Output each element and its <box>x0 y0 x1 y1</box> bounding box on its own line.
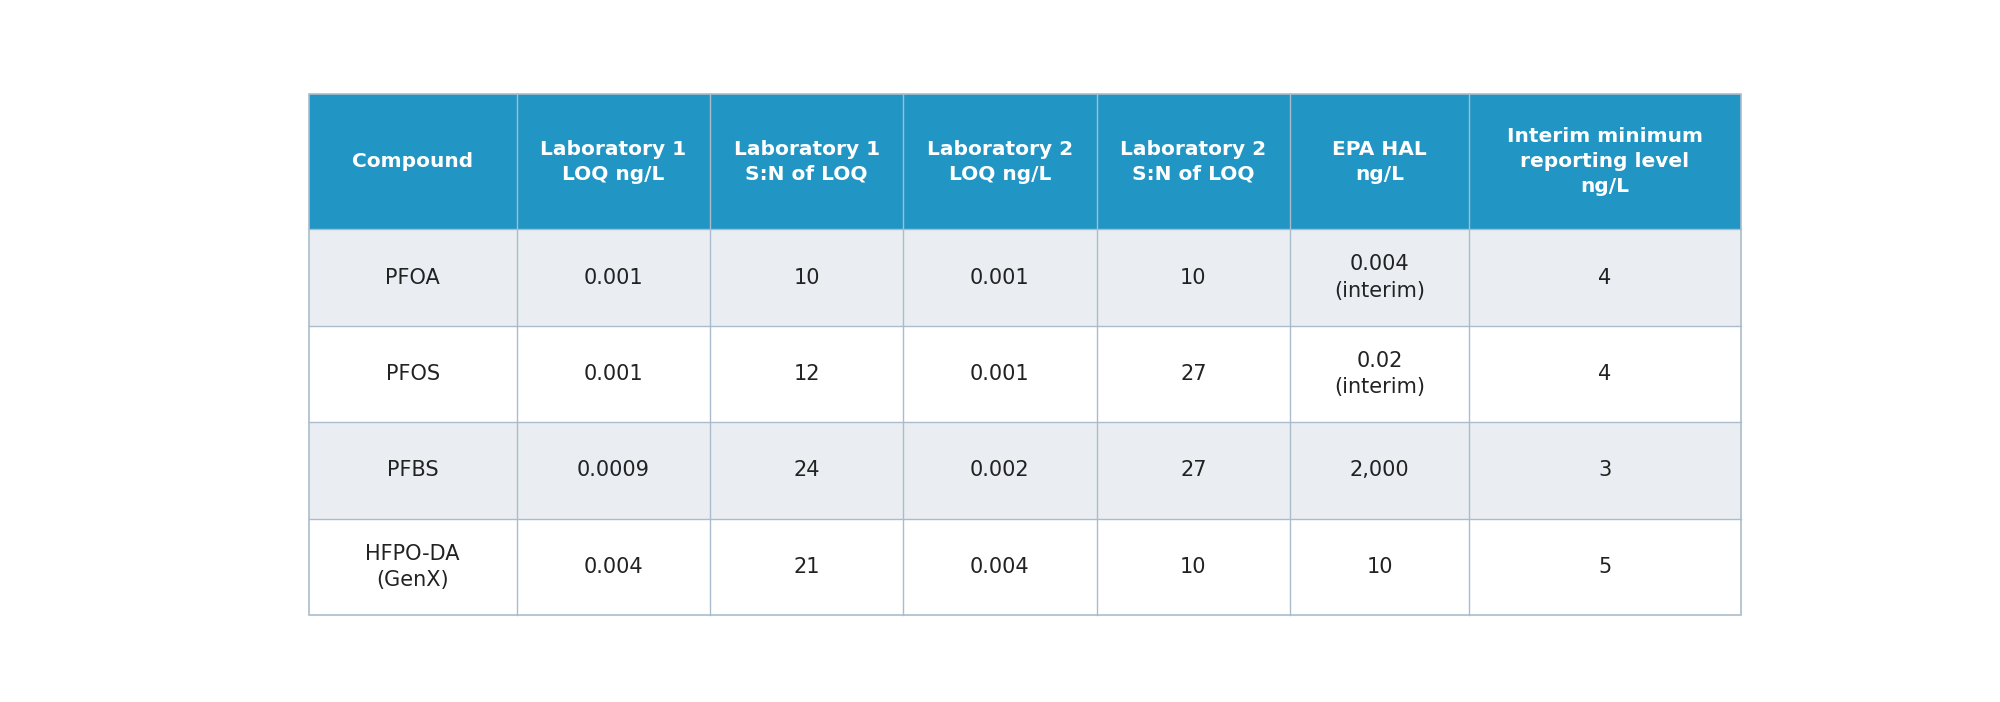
Text: Laboratory 1
LOQ ng/L: Laboratory 1 LOQ ng/L <box>540 140 686 184</box>
Text: 4: 4 <box>1598 364 1612 384</box>
Text: 0.004: 0.004 <box>970 557 1030 577</box>
Text: 0.02
(interim): 0.02 (interim) <box>1334 351 1424 397</box>
Text: 10: 10 <box>1180 557 1206 577</box>
FancyBboxPatch shape <box>904 94 1096 230</box>
FancyBboxPatch shape <box>1096 422 1290 519</box>
Text: 0.001: 0.001 <box>584 364 644 384</box>
Text: 10: 10 <box>1180 267 1206 288</box>
FancyBboxPatch shape <box>904 326 1096 422</box>
FancyBboxPatch shape <box>1290 94 1468 230</box>
Text: 4: 4 <box>1598 267 1612 288</box>
FancyBboxPatch shape <box>1290 326 1468 422</box>
Text: PFOA: PFOA <box>386 267 440 288</box>
Text: 10: 10 <box>1366 557 1392 577</box>
FancyBboxPatch shape <box>516 230 710 326</box>
FancyBboxPatch shape <box>1468 230 1742 326</box>
Text: Laboratory 1
S:N of LOQ: Laboratory 1 S:N of LOQ <box>734 140 880 184</box>
Text: 3: 3 <box>1598 461 1612 480</box>
FancyBboxPatch shape <box>516 326 710 422</box>
Text: Laboratory 2
LOQ ng/L: Laboratory 2 LOQ ng/L <box>926 140 1072 184</box>
Text: 5: 5 <box>1598 557 1612 577</box>
Text: EPA HAL
ng/L: EPA HAL ng/L <box>1332 140 1426 184</box>
Text: 2,000: 2,000 <box>1350 461 1410 480</box>
FancyBboxPatch shape <box>904 519 1096 615</box>
Text: PFOS: PFOS <box>386 364 440 384</box>
FancyBboxPatch shape <box>1290 519 1468 615</box>
FancyBboxPatch shape <box>308 94 516 230</box>
Text: 24: 24 <box>794 461 820 480</box>
FancyBboxPatch shape <box>1290 422 1468 519</box>
FancyBboxPatch shape <box>1468 519 1742 615</box>
Text: 0.001: 0.001 <box>970 267 1030 288</box>
FancyBboxPatch shape <box>308 230 516 326</box>
Text: 21: 21 <box>794 557 820 577</box>
Text: 0.004: 0.004 <box>584 557 644 577</box>
FancyBboxPatch shape <box>308 326 516 422</box>
Text: 0.001: 0.001 <box>584 267 644 288</box>
FancyBboxPatch shape <box>516 422 710 519</box>
Text: 12: 12 <box>794 364 820 384</box>
FancyBboxPatch shape <box>1096 94 1290 230</box>
Text: 0.001: 0.001 <box>970 364 1030 384</box>
FancyBboxPatch shape <box>1290 230 1468 326</box>
Text: HFPO-DA
(GenX): HFPO-DA (GenX) <box>366 543 460 590</box>
FancyBboxPatch shape <box>1096 230 1290 326</box>
FancyBboxPatch shape <box>1096 326 1290 422</box>
Text: 10: 10 <box>794 267 820 288</box>
Text: Laboratory 2
S:N of LOQ: Laboratory 2 S:N of LOQ <box>1120 140 1266 184</box>
FancyBboxPatch shape <box>308 519 516 615</box>
FancyBboxPatch shape <box>1468 326 1742 422</box>
FancyBboxPatch shape <box>904 422 1096 519</box>
Text: 0.0009: 0.0009 <box>576 461 650 480</box>
Text: Compound: Compound <box>352 152 474 171</box>
FancyBboxPatch shape <box>710 94 904 230</box>
Text: 0.004
(interim): 0.004 (interim) <box>1334 254 1424 301</box>
FancyBboxPatch shape <box>710 519 904 615</box>
FancyBboxPatch shape <box>1468 422 1742 519</box>
Text: Interim minimum
reporting level
ng/L: Interim minimum reporting level ng/L <box>1508 127 1704 197</box>
FancyBboxPatch shape <box>308 422 516 519</box>
FancyBboxPatch shape <box>710 230 904 326</box>
Text: 0.002: 0.002 <box>970 461 1030 480</box>
FancyBboxPatch shape <box>904 230 1096 326</box>
FancyBboxPatch shape <box>516 94 710 230</box>
Text: 27: 27 <box>1180 461 1206 480</box>
FancyBboxPatch shape <box>516 519 710 615</box>
Text: 27: 27 <box>1180 364 1206 384</box>
FancyBboxPatch shape <box>1468 94 1742 230</box>
FancyBboxPatch shape <box>710 326 904 422</box>
FancyBboxPatch shape <box>710 422 904 519</box>
FancyBboxPatch shape <box>1096 519 1290 615</box>
Text: PFBS: PFBS <box>386 461 438 480</box>
